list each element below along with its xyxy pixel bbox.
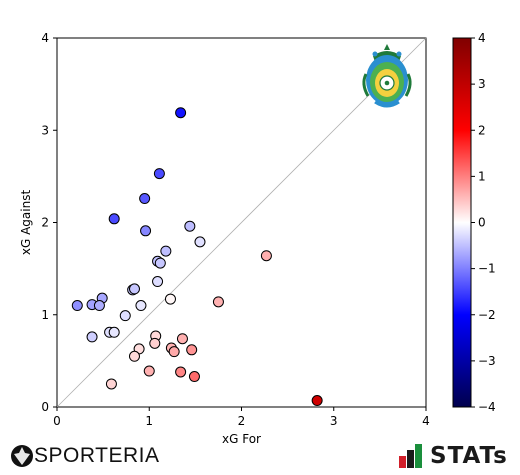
data-point [143,365,155,377]
data-point [160,245,172,257]
data-point [188,371,200,383]
data-point [71,300,83,312]
colorbar [452,37,472,408]
data-point [140,225,152,237]
data-point [194,236,206,248]
data-point [175,366,187,378]
x-tick-label: 1 [145,414,153,428]
x-axis: 0 1 2 3 4 [53,407,430,428]
data-point [93,300,105,312]
stats-logo-icon [399,444,422,468]
data-point [212,296,224,308]
colorbar-tick-label: 4 [478,31,486,45]
data-point [175,107,187,119]
y-tick-label: 3 [41,123,49,137]
x-tick-label: 4 [422,414,430,428]
data-point [128,350,140,362]
stats-logo: STATs [398,442,508,470]
diagonal-reference-line [56,37,427,408]
y-tick-label: 0 [41,400,49,414]
data-point [149,337,161,349]
sporteria-logo-icon [11,445,33,467]
x-tick-label: 0 [53,414,61,428]
colorbar-tick-label: −1 [478,262,496,276]
data-point [119,310,131,322]
sporteria-wordmark: SPORTERIA [34,444,160,467]
team-crest-icon [362,44,412,108]
colorbar-tick-label: 3 [478,77,486,91]
x-tick-label: 2 [238,414,246,428]
colorbar-tick-label: 0 [478,216,486,230]
data-point [86,331,98,343]
x-axis-label: xG For [222,432,261,446]
colorbar-tick-label: 1 [478,169,486,183]
y-tick-label: 4 [41,31,49,45]
data-point [108,326,120,338]
colorbar-tick-label: 2 [478,123,486,137]
data-point [128,283,140,295]
data-point [135,300,147,312]
data-point [152,276,164,288]
data-point [139,193,151,205]
colorbar-tick-label: −3 [478,354,496,368]
sporteria-logo: SPORTERIA [10,443,159,469]
data-point [184,220,196,232]
y-tick-label: 2 [41,216,49,230]
data-point [176,333,188,345]
colorbar-ticks: 4 3 2 1 0 −1 −2 −3 −4 [471,31,496,414]
y-axis: 0 1 2 3 4 [41,31,57,414]
data-point [186,344,198,356]
colorbar-tick-label: −4 [478,400,496,414]
data-point [108,213,120,225]
x-tick-label: 3 [330,414,338,428]
data-point [164,293,176,305]
data-point [105,378,117,390]
stats-wordmark: STATs [430,443,508,469]
data-point [260,250,272,262]
data-points [71,107,323,407]
data-point [168,346,180,358]
data-point [153,168,165,180]
data-point [154,257,166,269]
y-axis-label: xG Against [19,190,33,256]
data-point [311,395,323,407]
colorbar-tick-label: −2 [478,308,496,322]
y-tick-label: 1 [41,308,49,322]
